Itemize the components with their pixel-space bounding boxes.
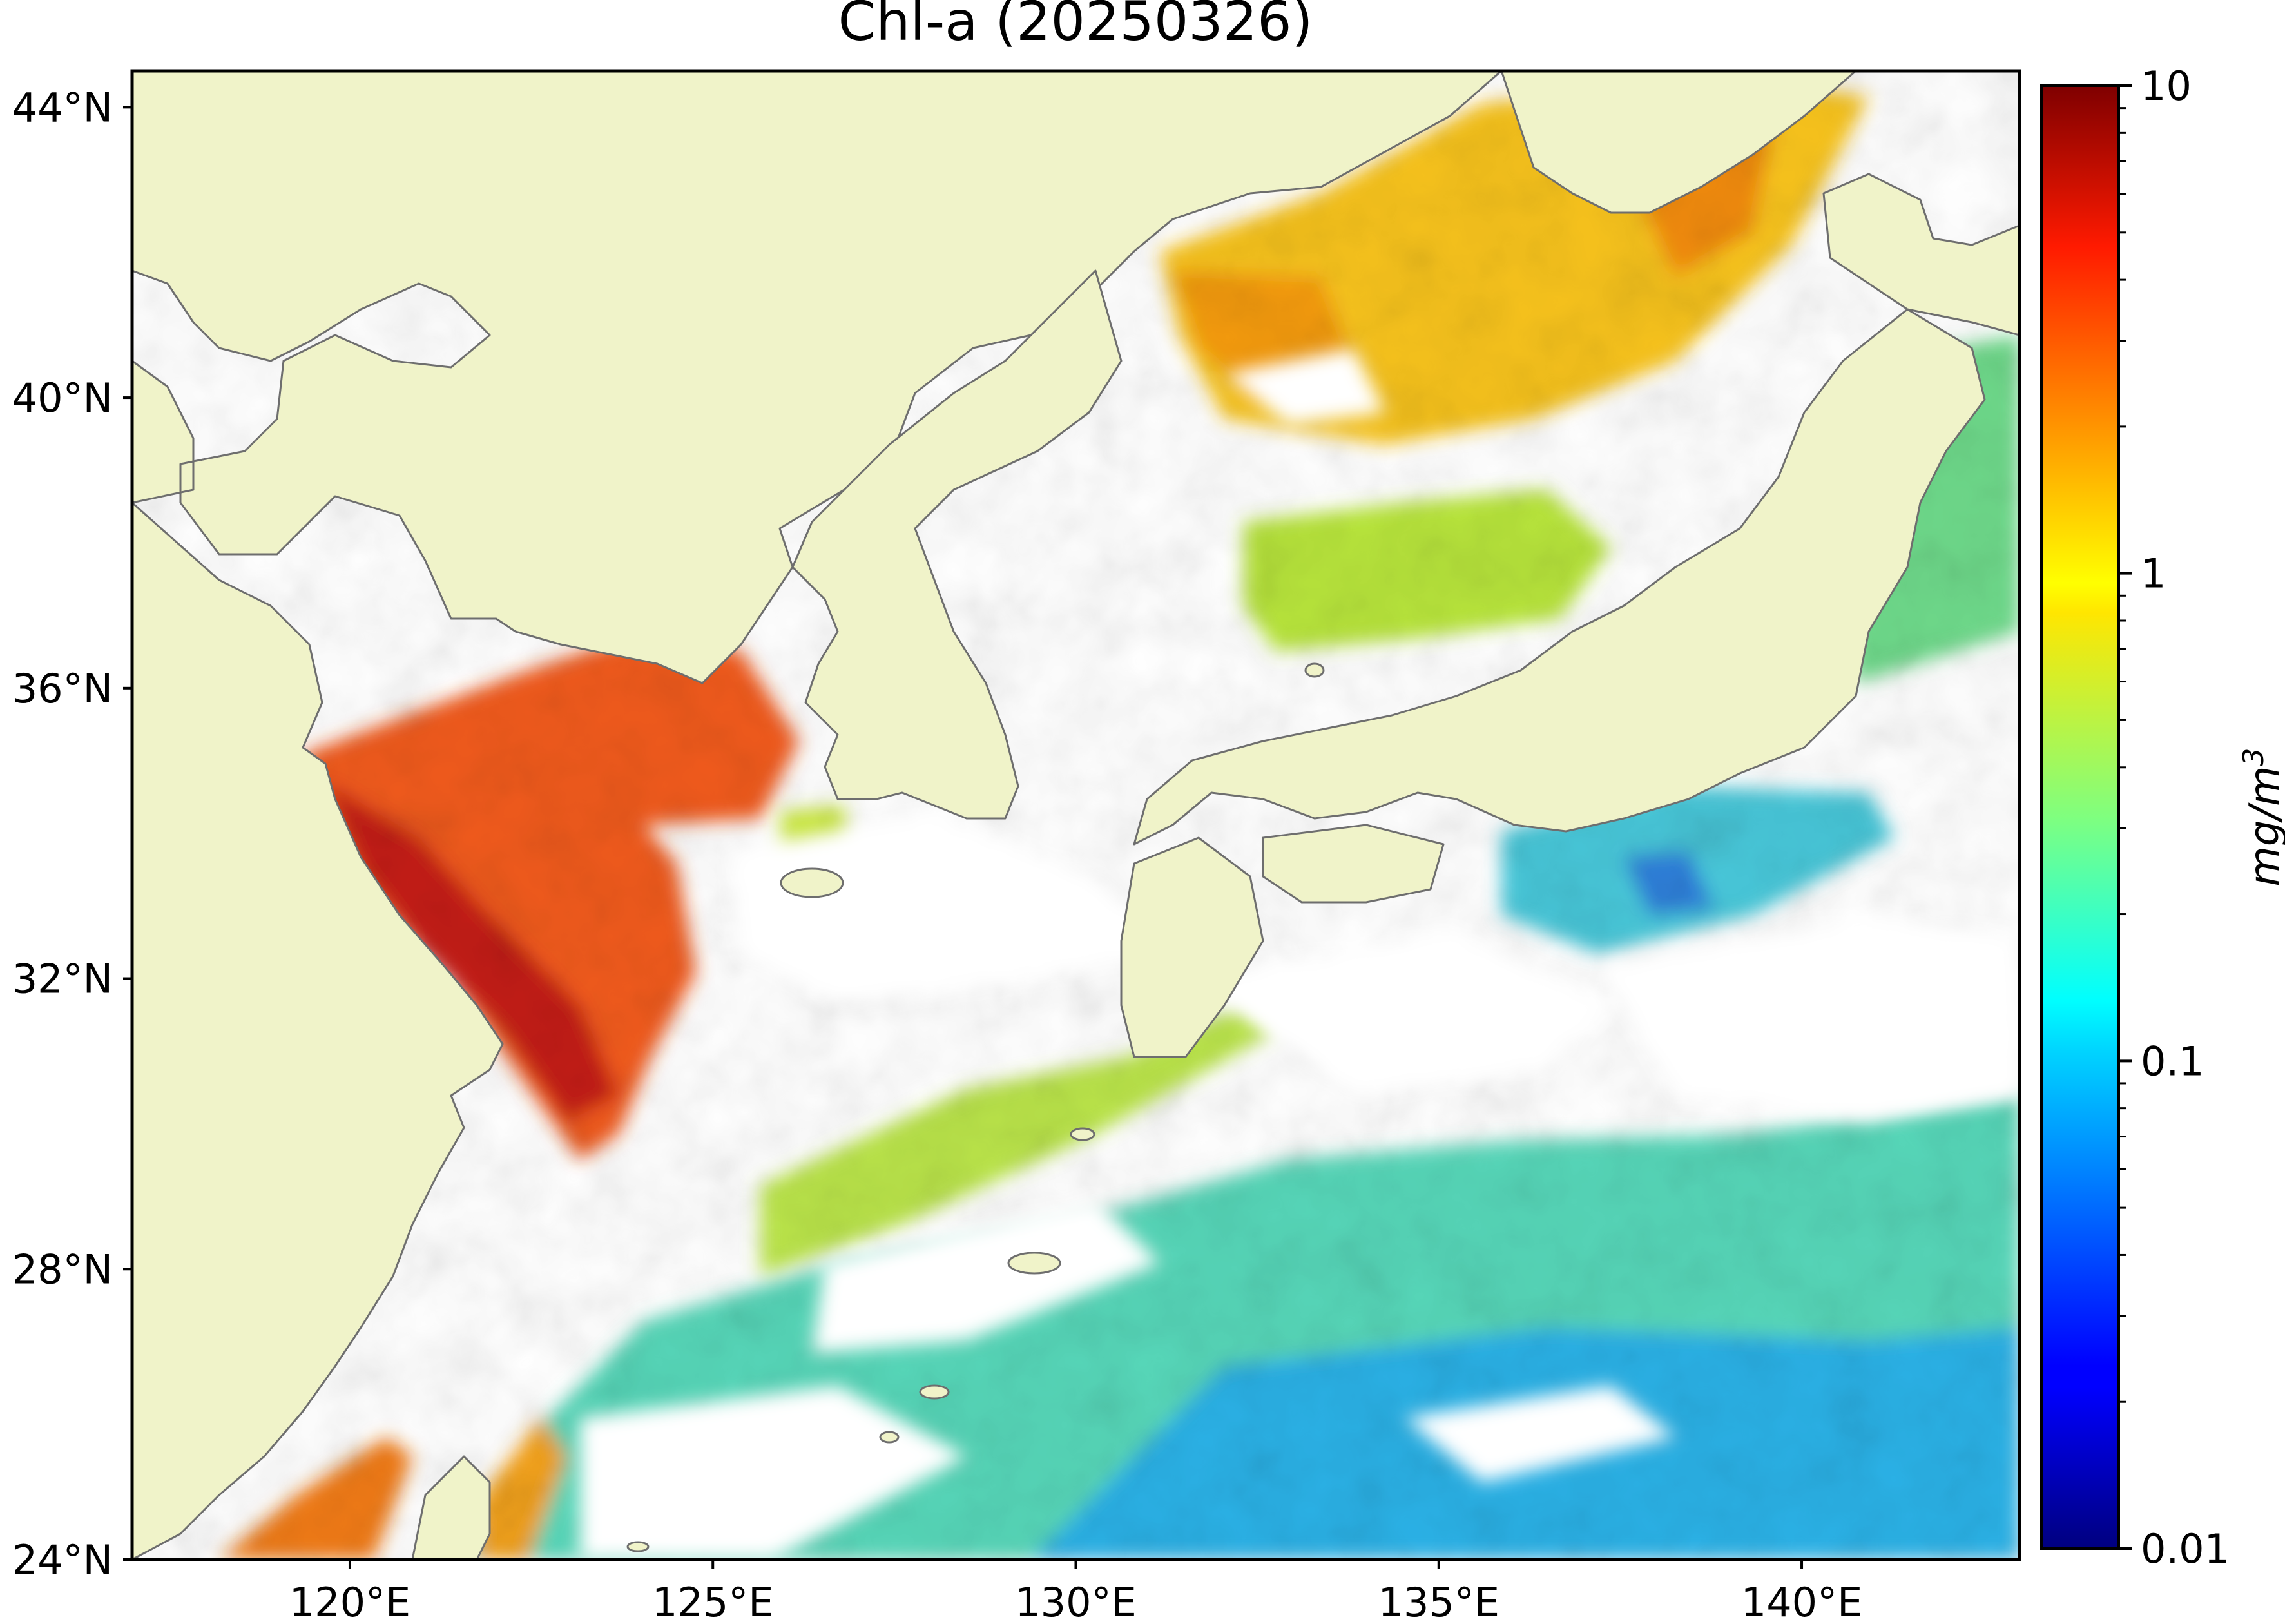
- land-layer: [132, 71, 2020, 1560]
- lon-tick-label: 140°E: [1741, 1579, 1863, 1624]
- colorbar-tick-label: 0.01: [2141, 1525, 2230, 1572]
- figure-title: Chl-a (20250326): [838, 0, 1313, 53]
- land-shikoku: [1262, 824, 1445, 904]
- lat-tick-label: 44°N: [12, 84, 113, 131]
- lat-tick-label: 32°N: [12, 956, 113, 1003]
- land-hokkaido: [1822, 173, 2020, 336]
- colorbar-tick-label: 0.1: [2141, 1038, 2204, 1085]
- land-jeju-island: [780, 867, 844, 898]
- island-markers: [626, 662, 1325, 1552]
- lat-tick-label: 28°N: [12, 1246, 113, 1293]
- land-korean-peninsula: [791, 269, 1123, 820]
- lat-tick-label: 40°N: [12, 374, 113, 421]
- colorbar-unit-label: mg/m3: [2237, 748, 2285, 887]
- lat-tick-label: 36°N: [12, 665, 113, 712]
- lon-tick-label: 130°E: [1015, 1579, 1137, 1624]
- lon-tick-label: 125°E: [652, 1579, 774, 1624]
- colorbar-gradient: [2041, 86, 2119, 1549]
- colorbar-ticks: 10 1 0.1 0.01: [2119, 63, 2230, 1572]
- lat-tick-label: 24°N: [12, 1536, 113, 1583]
- land-primorye-coast: [1500, 71, 1857, 214]
- longitude-axis: 120°E 125°E 130°E 135°E 140°E: [289, 1560, 1863, 1624]
- land-honshu: [1133, 308, 1986, 846]
- colorbar-tick-label: 10: [2141, 63, 2192, 110]
- lon-tick-label: 120°E: [289, 1579, 411, 1624]
- latitude-axis: 44°N 40°N 36°N 32°N 28°N 24°N: [12, 84, 132, 1583]
- land-taiwan: [411, 1455, 491, 1560]
- lon-tick-label: 135°E: [1378, 1579, 1500, 1624]
- cloud-mask: [580, 348, 2020, 1560]
- land-kyushu: [1120, 836, 1264, 1058]
- colorbar-unit-exponent: 3: [2237, 748, 2270, 766]
- map-panel: [132, 71, 2020, 1560]
- colorbar-frame: [2040, 84, 2120, 1550]
- colorbar-unit-text: mg/m: [2241, 766, 2285, 887]
- colorbar-tick-label: 1: [2141, 550, 2166, 597]
- colorbar: 10 1 0.1 0.01 mg/m3: [2040, 63, 2285, 1572]
